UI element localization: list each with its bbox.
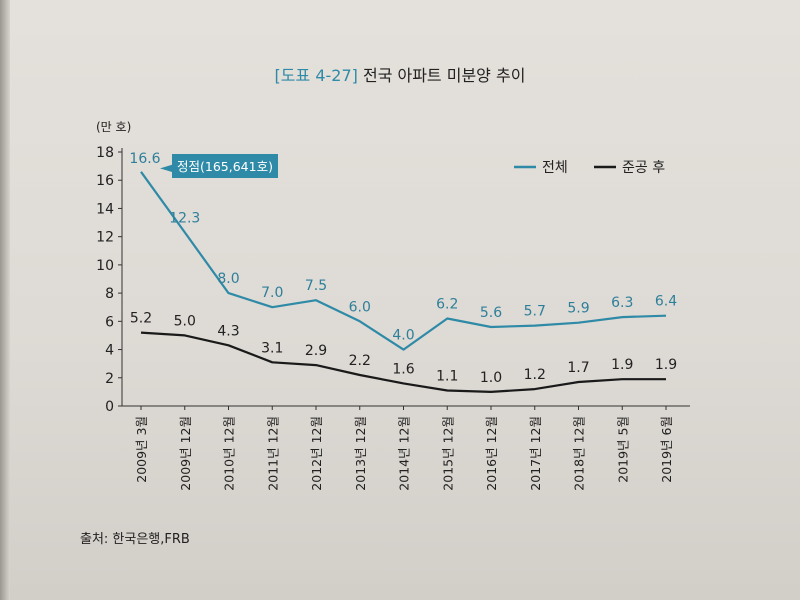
x-tick-label: 2010년 12월 [222,416,237,491]
y-tick-label: 10 [96,258,114,274]
x-tick-label: 2013년 12월 [353,416,368,491]
x-tick-label: 2012년 12월 [309,416,324,491]
x-tick-label: 2017년 12월 [528,416,543,491]
data-label: 4.3 [217,323,239,339]
data-label: 1.7 [567,360,589,376]
data-label: 1.6 [392,361,414,377]
x-tick-label: 2011년 12월 [265,416,280,491]
data-label: 1.2 [524,367,546,383]
x-tick-label: 2019년 5월 [615,416,630,483]
data-label: 5.2 [130,311,152,327]
y-tick-label: 0 [105,399,114,415]
data-label: 4.0 [392,328,414,344]
data-label: 1.1 [436,368,458,384]
data-label: 2.2 [349,353,371,369]
series-line-completed [140,331,666,393]
y-tick-label: 14 [96,201,114,217]
x-tick-label: 2009년 12월 [178,416,193,491]
legend-label-total: 전체 [542,160,568,176]
data-label: 3.1 [261,340,283,356]
data-label: 5.9 [567,301,589,317]
legend-label-completed: 준공 후 [622,160,665,176]
y-tick-label: 18 [96,145,114,161]
data-label: 6.4 [655,294,677,310]
data-label: 16.6 [129,151,160,167]
y-tick-label: 16 [96,173,114,189]
y-tick-label: 4 [105,343,114,359]
x-tick-label: 2014년 12월 [397,416,412,491]
data-label: 6.3 [611,295,633,311]
data-label: 6.2 [436,297,458,313]
data-label: 6.0 [349,299,371,315]
y-tick-label: 12 [96,230,114,246]
data-label: 7.0 [261,285,283,301]
annotation-callout-box [160,154,278,178]
x-tick-label: 2019년 6월 [659,416,674,483]
data-label: 2.9 [305,343,327,359]
series-line-total [140,171,667,351]
annotation-text: 정점(165,641호) [177,159,273,174]
x-tick-label: 2018년 12월 [572,416,587,491]
y-axis-label: (만 호) [96,120,131,134]
data-label: 5.7 [524,304,546,320]
page-gutter-shadow [0,0,10,600]
y-tick-label: 2 [105,371,114,387]
data-label: 5.0 [174,313,196,329]
x-tick-label: 2009년 3월 [134,416,149,483]
data-label: 8.0 [217,271,239,287]
source-note: 출처: 한국은행,FRB [80,532,190,547]
data-label: 7.5 [305,278,327,294]
x-tick-label: 2016년 12월 [484,416,499,491]
figure-title-text: 전국 아파트 미분양 추이 [362,66,526,85]
y-tick-label: 8 [105,286,114,302]
data-label: 1.0 [480,370,502,386]
data-label: 5.6 [480,305,502,321]
data-label: 1.9 [655,357,677,373]
x-tick-label: 2015년 12월 [440,416,455,491]
figure-number: [도표 4-27] [274,66,358,85]
data-label: 12.3 [169,210,200,226]
y-tick-label: 6 [105,314,114,330]
data-label: 1.9 [611,357,633,373]
figure-title: [도표 4-27] 전국 아파트 미분양 추이 [0,62,800,86]
